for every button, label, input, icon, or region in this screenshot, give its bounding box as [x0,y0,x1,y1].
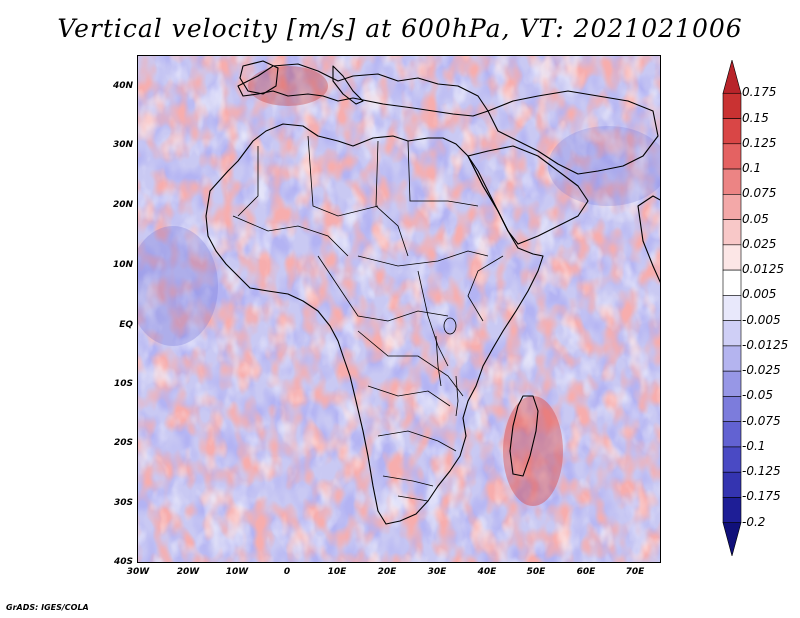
colorbar-segment [722,396,742,422]
colorbar-label: -0.1 [742,438,766,453]
colorbar-segment [722,320,742,347]
lon-label: 10E [327,567,347,577]
lakes [435,317,459,417]
colorbar-segment [722,471,742,498]
lon-label: 20W [176,567,200,577]
colorbar-label: 0.175 [742,85,777,100]
lon-label: 60E [576,567,596,577]
lon-label: 20E [377,567,397,577]
colorbar-segment [722,244,742,271]
colorbar-segment [722,118,742,145]
colorbar-arrow-bottom [722,522,742,556]
colorbar-arrow-top [722,60,742,94]
colorbar-label: 0.025 [742,236,777,251]
med-lift-region [248,66,328,106]
colorbar [722,60,742,556]
colorbar-label: -0.075 [742,413,781,428]
colorbar-label: 0.075 [742,186,777,201]
colorbar-label: -0.0125 [742,337,789,352]
velocity-map [137,55,661,563]
colorbar-label: -0.125 [742,464,781,479]
colorbar-label: 0.05 [742,211,769,226]
colorbar-segment [722,370,742,397]
colorbar-label: 0.0125 [742,262,784,277]
chart-title: Vertical velocity [m/s] at 600hPa, VT: 2… [57,14,743,43]
lat-label: EQ [119,320,133,330]
country-borders [232,135,504,502]
lat-label: 10N [112,260,133,270]
coastlines [205,60,660,525]
lon-label: 40E [477,567,497,577]
madagascar-lift-region [503,396,563,506]
colorbar-segment [722,295,742,321]
colorbar-label: 0.125 [742,135,777,150]
colorbar-segment [722,194,742,220]
footer-credit: GrADS: IGES/COLA [6,603,89,612]
lat-label: 20N [112,200,133,210]
colorbar-segment [722,497,742,524]
atlantic-sink-region [138,226,218,346]
lon-label: 50E [526,567,546,577]
lon-label: 30E [427,567,447,577]
colorbar-segment [722,269,742,296]
colorbar-label: -0.2 [742,514,766,529]
lon-label: 10W [225,567,249,577]
colorbar-segment [722,168,742,195]
colorbar-segment [722,143,742,170]
colorbar-segment [722,345,742,372]
arabia-sink-region [548,126,660,206]
colorbar-segment [722,446,742,473]
lat-label: 30N [112,140,133,150]
lon-label: 0 [283,567,291,577]
colorbar-label: -0.05 [742,388,774,403]
colorbar-label: -0.025 [742,363,781,378]
lat-label: 40S [113,557,133,567]
colorbar-segment [722,219,742,246]
colorbar-label: 0.15 [742,110,769,125]
colorbar-label: 0.1 [742,161,762,176]
map-canvas [138,56,660,562]
field-white-layer [138,56,660,562]
lat-label: 40N [112,81,133,91]
colorbar-segment [722,92,742,119]
lon-label: 30W [126,567,150,577]
lon-label: 70E [625,567,645,577]
colorbar-label: 0.005 [742,287,777,302]
lat-label: 10S [113,379,133,389]
colorbar-segment [722,421,742,448]
colorbar-label: -0.175 [742,489,781,504]
colorbar-label: -0.005 [742,312,781,327]
lat-label: 20S [113,438,133,448]
lat-label: 30S [113,498,133,508]
